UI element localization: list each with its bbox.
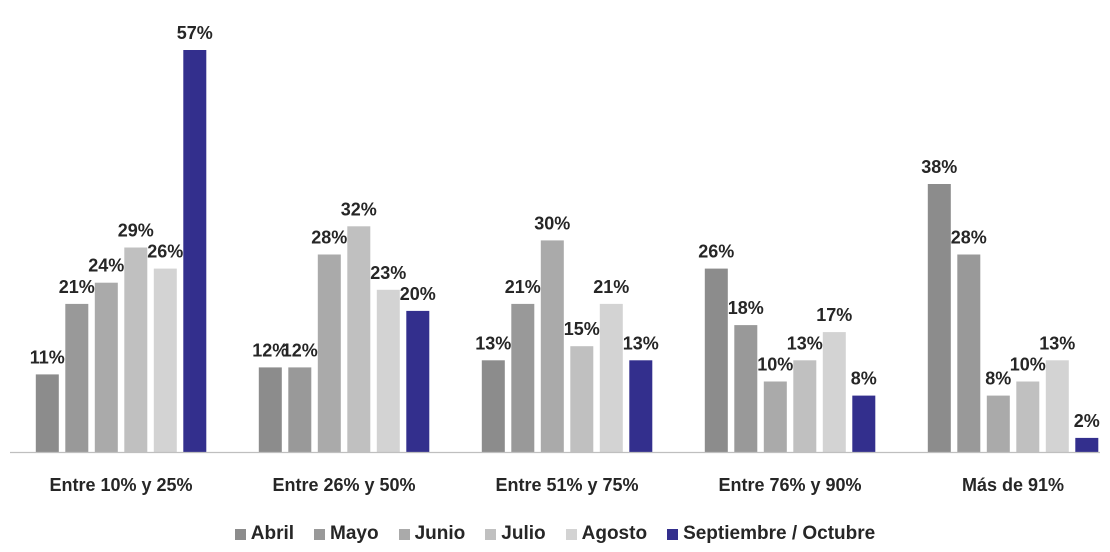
data-label-1-2: 21% xyxy=(59,277,95,297)
data-label-5-2: 28% xyxy=(951,228,987,248)
data-label-4-5: 17% xyxy=(816,305,852,325)
data-label-4-6: 8% xyxy=(851,369,877,389)
data-label-4-3: 10% xyxy=(757,355,793,375)
legend-swatch xyxy=(565,528,577,540)
data-label-5-6: 2% xyxy=(1074,411,1100,431)
bars-layer xyxy=(35,50,1099,452)
data-label-3-3: 30% xyxy=(534,213,570,233)
bar-4-2 xyxy=(734,325,758,452)
bar-1-4 xyxy=(124,247,148,452)
x-tick-label-1: Entre 10% y 25% xyxy=(49,475,192,495)
bar-2-2 xyxy=(288,367,312,452)
legend-label: Mayo xyxy=(330,523,379,544)
data-label-2-3: 28% xyxy=(311,228,347,248)
bar-2-6 xyxy=(406,310,430,452)
data-label-1-3: 24% xyxy=(88,256,124,276)
legend-item-5: Agosto xyxy=(565,523,648,545)
bar-1-2 xyxy=(65,303,89,452)
bar-5-2 xyxy=(957,254,981,452)
legend-item-2: Mayo xyxy=(314,523,379,545)
x-tick-labels-layer: Entre 10% y 25% Entre 26% y 50% Entre 51% … xyxy=(49,475,1064,495)
bar-4-3 xyxy=(763,381,787,452)
legend-swatch xyxy=(234,528,246,540)
legend-label: Junio xyxy=(414,523,466,544)
legend-swatch xyxy=(398,528,410,540)
x-tick-label-4: Entre 76% y 90% xyxy=(718,475,861,495)
data-label-2-4: 32% xyxy=(341,199,377,219)
bar-3-4 xyxy=(570,346,594,452)
data-label-4-2: 18% xyxy=(728,298,764,318)
legend-swatch xyxy=(485,528,497,540)
x-tick-label-3: Entre 51% y 75% xyxy=(495,475,638,495)
bar-3-3 xyxy=(540,240,564,452)
data-label-3-1: 13% xyxy=(475,333,511,353)
data-labels-layer: 11%21%24%29%26%57%12%12%28%32%23%20%13%2… xyxy=(30,23,1100,431)
bar-5-3 xyxy=(986,395,1010,452)
data-label-1-1: 11% xyxy=(30,347,65,367)
data-label-5-4: 10% xyxy=(1010,355,1046,375)
legend-label: Abril xyxy=(250,523,295,544)
bar-2-4 xyxy=(347,226,371,452)
data-label-3-2: 21% xyxy=(505,277,541,297)
x-tick-label-5: Más de 91% xyxy=(962,475,1064,495)
bar-1-3 xyxy=(94,282,118,452)
data-label-3-5: 21% xyxy=(593,277,629,297)
bar-2-3 xyxy=(317,254,341,452)
bar-3-2 xyxy=(511,303,535,452)
legend-swatch xyxy=(667,528,679,540)
data-label-4-1: 26% xyxy=(698,242,734,262)
data-label-5-1: 38% xyxy=(921,157,957,177)
legend-label: Septiembre / Octubre xyxy=(683,523,876,544)
legend-swatch xyxy=(314,528,326,540)
bar-1-5 xyxy=(153,268,177,452)
bar-5-5 xyxy=(1045,360,1069,452)
bar-4-1 xyxy=(704,268,728,452)
bar-3-6 xyxy=(629,360,653,452)
legend-item-4: Julio xyxy=(485,523,546,545)
data-label-2-5: 23% xyxy=(370,263,406,283)
legend-item-3: Junio xyxy=(398,523,466,545)
bar-2-5 xyxy=(376,289,400,452)
bar-4-4 xyxy=(793,360,817,452)
data-label-5-5: 13% xyxy=(1039,333,1075,353)
bar-5-6 xyxy=(1075,437,1099,452)
bar-5-4 xyxy=(1016,381,1040,452)
bar-3-5 xyxy=(599,303,623,452)
data-label-1-6: 57% xyxy=(177,23,213,43)
legend: Abril Mayo Junio Julio Agosto Septiembre / Oc… xyxy=(0,523,1110,545)
data-label-2-1: 12% xyxy=(252,340,288,360)
legend-item-1: Abril xyxy=(234,523,295,545)
x-tick-label-2: Entre 26% y 50% xyxy=(272,475,415,495)
bar-1-6 xyxy=(183,50,207,452)
data-label-2-2: 12% xyxy=(282,340,318,360)
data-label-1-4: 29% xyxy=(118,221,154,241)
bar-3-1 xyxy=(481,360,505,452)
bar-5-1 xyxy=(927,184,951,452)
legend-item-6: Septiembre / Octubre xyxy=(667,523,875,545)
bar-1-1 xyxy=(35,374,59,452)
data-label-5-3: 8% xyxy=(985,369,1011,389)
legend-label: Julio xyxy=(501,523,546,544)
bar-4-5 xyxy=(822,332,846,452)
bar-2-1 xyxy=(258,367,282,452)
data-label-3-6: 13% xyxy=(623,333,659,353)
legend-label: Agosto xyxy=(581,523,648,544)
data-label-3-4: 15% xyxy=(564,319,600,339)
data-label-2-6: 20% xyxy=(400,284,436,304)
data-label-1-5: 26% xyxy=(147,242,183,262)
data-label-4-4: 13% xyxy=(787,333,823,353)
bar-4-6 xyxy=(852,395,876,452)
